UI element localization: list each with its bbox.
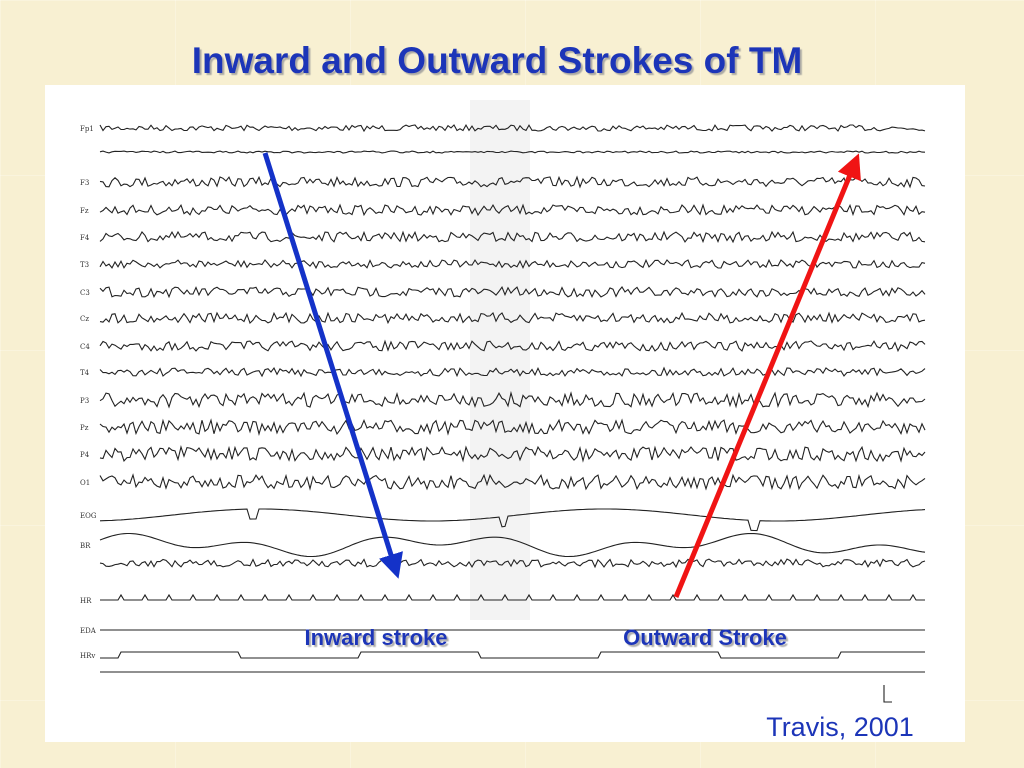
channel-label: Fp1 [80, 125, 94, 133]
scan-smudge [470, 100, 530, 620]
eeg-trace [99, 203, 926, 217]
outward-arrow [673, 153, 861, 598]
eeg-trace [99, 175, 926, 189]
channel-label: HR [80, 597, 92, 605]
channel-label: F3 [80, 179, 89, 187]
channel-label: HRv [80, 652, 95, 660]
eeg-trace [99, 390, 926, 409]
eeg-trace [99, 258, 926, 270]
citation: Travis, 2001 [766, 712, 914, 742]
eeg-trace [99, 230, 926, 244]
eeg-trace [99, 418, 926, 436]
channel-label: EDA [80, 627, 97, 635]
eeg-trace [100, 651, 925, 659]
scale-bar [883, 685, 892, 703]
inward-label: Inward stroke [304, 625, 447, 650]
eeg-trace [99, 339, 926, 353]
channel-label: F4 [80, 234, 90, 242]
slide-title: Inward and Outward Strokes of TM [192, 40, 803, 81]
eeg-trace [99, 366, 926, 378]
inward-arrow [262, 152, 403, 579]
eeg-trace [99, 123, 926, 133]
eeg-trace [99, 508, 926, 532]
channel-label: C3 [80, 289, 90, 297]
channel-label: C4 [80, 343, 90, 351]
eeg-trace [99, 532, 926, 558]
channel-label: BR [80, 542, 91, 550]
channel-label: P4 [80, 451, 90, 459]
eeg-trace [99, 473, 926, 491]
eeg-trace [100, 593, 925, 601]
eeg-traces: Fp1 F3 Fz F4 T3 C3 Cz C4 T4 P3 Pz P4 O1 EOG BR HR EDA HRv [80, 123, 926, 703]
channel-label: EOG [80, 512, 97, 520]
channel-label: Pz [80, 424, 89, 432]
channel-label: T3 [80, 261, 89, 269]
channel-label: Fz [80, 207, 89, 215]
channel-label: Cz [80, 315, 89, 323]
channel-label: T4 [80, 369, 90, 377]
outward-label: Outward Stroke [623, 625, 787, 650]
eeg-trace [99, 558, 926, 569]
eeg-trace [99, 444, 926, 463]
eeg-trace [99, 150, 926, 154]
channel-label: P3 [80, 397, 89, 405]
eeg-trace [99, 311, 926, 325]
eeg-trace [99, 286, 926, 299]
channel-label: O1 [80, 479, 90, 487]
